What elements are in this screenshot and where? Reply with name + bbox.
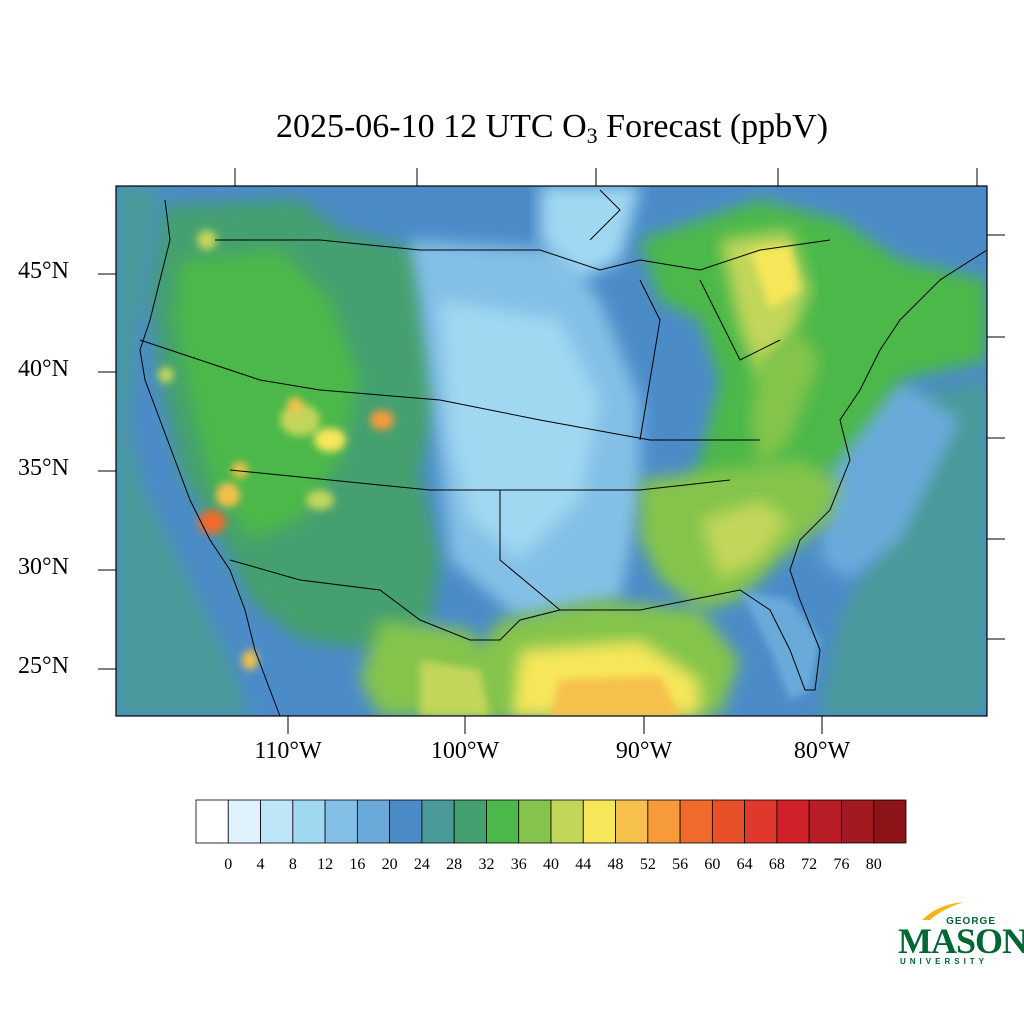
logo-george: GEORGE xyxy=(946,916,996,927)
colorbar-swatch xyxy=(389,799,423,844)
logo-university: UNIVERSITY xyxy=(900,957,989,966)
lon-label-100: 100°W xyxy=(430,738,500,764)
lake-plume-core xyxy=(750,245,800,310)
lon-label-90: 90°W xyxy=(615,738,673,764)
colorbar-swatch xyxy=(486,799,520,844)
gmu-logo: GEORGE MASON UNIVERSITY xyxy=(898,900,1024,970)
lat-label-35: 35°N xyxy=(18,455,69,481)
colorbar-tick-label: 40 xyxy=(543,856,559,873)
atlantic-region xyxy=(820,380,987,716)
plains-light-region xyxy=(440,300,600,560)
mexico-core xyxy=(420,660,490,716)
colorbar-swatch xyxy=(647,799,681,844)
colorbar-swatch xyxy=(227,799,261,844)
colorbar-tick-label: 48 xyxy=(607,856,624,873)
colorbar-tick-label: 12 xyxy=(317,856,334,873)
bottom-ticks xyxy=(287,716,823,734)
colorbar-tick-label: 32 xyxy=(478,856,495,873)
logo-swoosh-icon xyxy=(922,902,964,920)
colorbar-swatch xyxy=(421,799,455,844)
lat-label-45: 45°N xyxy=(18,258,69,284)
lon-label-110: 110°W xyxy=(254,738,322,764)
colorbar-swatch xyxy=(776,799,810,844)
colorbar-tick-label: 56 xyxy=(672,856,689,873)
right-ticks xyxy=(987,234,1005,640)
colorbar-tick-label: 24 xyxy=(413,856,430,873)
hotspots xyxy=(158,230,394,670)
colorbar-swatch xyxy=(615,799,649,844)
colorbar-tick-label: 52 xyxy=(639,856,656,873)
lat-label-40: 40°N xyxy=(18,356,69,382)
colorbar-swatch xyxy=(195,799,229,844)
colorbar xyxy=(195,799,907,844)
colorbar-tick-label: 20 xyxy=(381,856,398,873)
colorbar-swatch xyxy=(711,799,746,844)
map-frame xyxy=(115,185,988,717)
colorbar-swatch xyxy=(873,799,907,844)
colorbar-swatch xyxy=(841,799,875,844)
gulf-peak-region xyxy=(550,676,680,716)
left-ticks xyxy=(98,273,116,670)
southeast-core xyxy=(700,500,790,580)
lat-label-30: 30°N xyxy=(18,554,69,580)
colorbar-swatch xyxy=(518,799,552,844)
colorbar-swatch xyxy=(356,799,391,844)
colorbar-swatch xyxy=(582,799,616,844)
colorbar-swatch xyxy=(324,799,358,844)
colorbar-swatch xyxy=(808,799,842,844)
colorbar-tick-label: 16 xyxy=(349,856,366,873)
colorbar-tick-label: 8 xyxy=(288,856,297,873)
colorbar-tick-label: 60 xyxy=(704,856,721,873)
colorbar-swatch xyxy=(260,799,294,844)
rockies-region xyxy=(175,250,360,540)
colorbar-swatch xyxy=(292,799,326,844)
hudson-light-region xyxy=(540,186,640,280)
colorbar-tick-label: 4 xyxy=(256,856,265,873)
map-title: 2025-06-10 12 UTC O3 Forecast (ppbV) xyxy=(275,108,829,148)
colorbar-tick-label: 0 xyxy=(224,856,233,873)
lon-label-80: 80°W xyxy=(793,738,851,764)
colorbar-swatch xyxy=(453,799,487,844)
colorbar-tick-label: 80 xyxy=(865,856,882,873)
colorbar-tick-label: 36 xyxy=(510,856,527,873)
top-ticks xyxy=(234,168,978,186)
coastlines xyxy=(139,189,987,716)
pacific-region xyxy=(116,186,250,716)
appalachian-plume xyxy=(750,330,820,470)
colorbar-tick-label: 44 xyxy=(575,856,592,873)
colorbar-swatch xyxy=(744,799,778,844)
colorbar-tick-label: 64 xyxy=(736,856,753,873)
colorbar-tick-label: 76 xyxy=(833,856,850,873)
florida-region xyxy=(740,590,820,700)
map-field xyxy=(116,186,987,716)
colorbar-tick-label: 72 xyxy=(801,856,818,873)
colorbar-tick-label: 68 xyxy=(768,856,785,873)
colorbar-tick-label: 28 xyxy=(446,856,463,873)
colorbar-swatch xyxy=(679,799,713,844)
logo-mason: MASON xyxy=(898,921,1024,961)
lat-label-25: 25°N xyxy=(18,653,69,679)
colorbar-swatch xyxy=(550,799,584,844)
